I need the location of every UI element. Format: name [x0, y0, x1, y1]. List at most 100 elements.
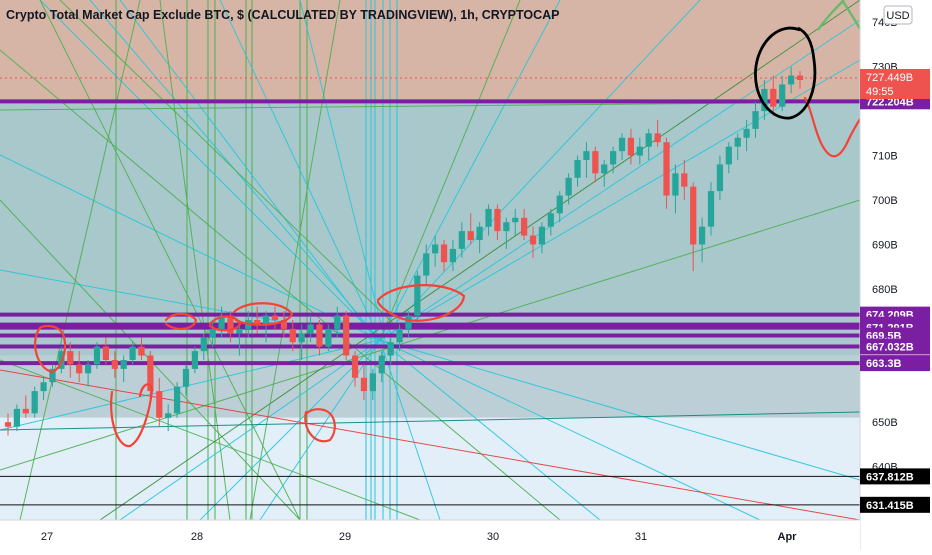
trend-line	[379, 0, 561, 341]
level-label-box	[860, 338, 930, 355]
candle	[512, 208, 519, 236]
candle-body	[414, 275, 421, 316]
candle	[351, 351, 359, 387]
candle-body	[725, 146, 732, 165]
level-label: 722.204B	[866, 96, 914, 108]
candle-body	[672, 173, 679, 196]
level-label-box	[860, 468, 930, 485]
candle-body	[289, 328, 296, 343]
candle-body	[663, 142, 670, 196]
candle-body	[218, 315, 225, 329]
candle	[636, 137, 643, 165]
candle-body	[67, 351, 74, 365]
candle-body	[440, 244, 448, 263]
candle	[432, 235, 439, 267]
trend-line	[159, 0, 231, 521]
candle-body	[467, 231, 474, 240]
candle	[298, 324, 305, 360]
candle-body	[529, 235, 537, 245]
trend-line	[379, 0, 521, 341]
candle-body	[752, 111, 759, 129]
candle-body	[583, 151, 590, 160]
trend-line	[59, 0, 401, 331]
candle	[405, 311, 412, 338]
candle	[752, 102, 759, 138]
currency-button[interactable]: USD	[883, 5, 913, 25]
candle	[191, 346, 198, 374]
candle	[770, 75, 777, 116]
candle-body	[156, 391, 163, 418]
candle	[111, 351, 118, 378]
candle-body	[610, 151, 617, 165]
candle-body	[574, 160, 581, 178]
level-label: 631.415B	[866, 500, 914, 512]
candle	[254, 306, 261, 334]
trend-line	[0, 154, 381, 341]
candle-body	[182, 368, 190, 387]
trend-line	[0, 101, 861, 111]
candle-body	[369, 373, 376, 392]
candle-body	[173, 386, 181, 414]
candle-body	[138, 346, 145, 356]
trend-line	[0, 369, 861, 521]
vertical-lines	[115, 0, 398, 520]
candle-body	[387, 342, 394, 356]
candle-body	[734, 137, 741, 147]
candle	[449, 240, 457, 272]
trend-line	[0, 359, 421, 521]
candle-body	[31, 391, 38, 414]
trend-line	[119, 0, 381, 346]
candle-body	[129, 346, 136, 360]
currency-label: USD	[886, 10, 909, 22]
candle-body	[645, 133, 652, 147]
candle-body	[538, 226, 546, 245]
candle	[681, 160, 688, 200]
candle	[378, 351, 385, 383]
candle	[494, 204, 501, 240]
zone-bottom	[0, 417, 860, 520]
candle	[343, 311, 350, 360]
x-tick-label: 29	[339, 531, 351, 543]
candle-body	[76, 364, 83, 374]
trend-line	[379, 339, 601, 521]
candle	[423, 244, 430, 285]
red-annotation	[803, 96, 864, 158]
x-tick-label: 27	[41, 531, 53, 543]
trend-line	[379, 339, 441, 521]
candle-body	[307, 324, 314, 334]
y-tick-label: 680B	[872, 284, 898, 296]
candle-body	[396, 328, 403, 343]
red-annotation	[34, 324, 67, 374]
candle-body	[458, 231, 465, 249]
y-tick-label: 700B	[872, 195, 898, 207]
candle	[262, 311, 270, 343]
candle	[467, 213, 474, 245]
candle	[779, 75, 786, 112]
candle	[289, 320, 296, 352]
candle	[707, 182, 715, 236]
candle	[743, 120, 750, 152]
candle-body	[165, 413, 172, 418]
candle-body	[280, 320, 287, 329]
candle	[49, 364, 56, 387]
candle-body	[787, 75, 795, 85]
chart-title: Crypto Total Market Cap Exclude BTC, $ (…	[6, 8, 560, 22]
y-tick-label: 690B	[872, 239, 898, 251]
candle-body	[681, 173, 688, 187]
current-price-value: 727.449B	[866, 72, 913, 84]
candle-body	[423, 253, 430, 276]
candle-body	[254, 320, 261, 325]
candle-body	[405, 315, 412, 329]
candle-body	[378, 355, 385, 374]
y-tick-label: 710B	[872, 151, 898, 163]
candle-body	[298, 333, 305, 343]
candle	[67, 342, 74, 378]
candle	[102, 337, 110, 365]
candle-body	[547, 213, 554, 227]
candle	[725, 142, 732, 174]
level-label: 667.032B	[866, 342, 914, 354]
trend-line	[249, 0, 341, 521]
candle-body	[93, 346, 101, 365]
